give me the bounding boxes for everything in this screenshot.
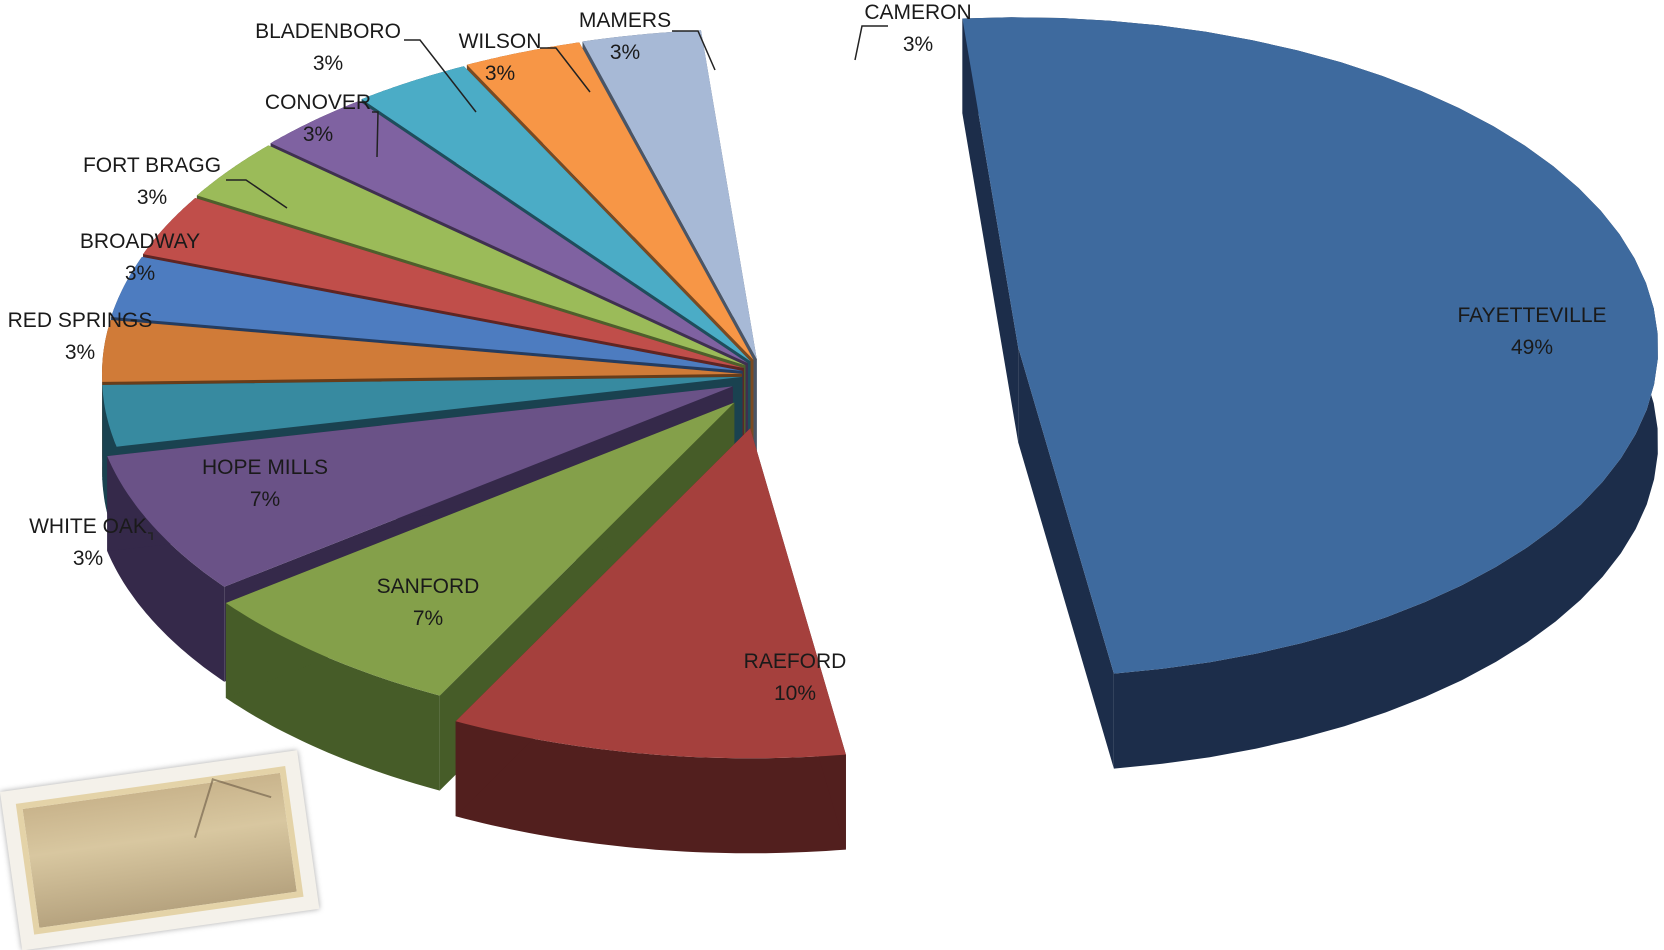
slice-percent: 7% xyxy=(413,607,443,630)
slice-percent: 3% xyxy=(125,262,155,285)
slice-percent: 49% xyxy=(1511,336,1553,359)
slice-percent: 3% xyxy=(485,62,515,85)
slice-percent: 3% xyxy=(73,547,103,570)
slice-percent: 3% xyxy=(610,41,640,64)
slice-percent: 3% xyxy=(313,52,343,75)
slice-label: FAYETTEVILLE xyxy=(1458,304,1607,327)
slice-label: CONOVER xyxy=(265,91,371,114)
slice-label: RED SPRINGS xyxy=(8,309,153,332)
slice-percent: 3% xyxy=(137,186,167,209)
slice-label: RAEFORD xyxy=(744,650,847,673)
slice-label: WHITE OAK xyxy=(29,515,147,538)
slice-percent: 3% xyxy=(303,123,333,146)
leader-line xyxy=(855,26,888,60)
slice-label: HOPE MILLS xyxy=(202,456,328,479)
slice-percent: 10% xyxy=(774,682,816,705)
slice-label: FORT BRAGG xyxy=(83,154,221,177)
pie-slice-fayetteville xyxy=(962,17,1657,768)
slice-label: BROADWAY xyxy=(80,230,200,253)
slice-label: WILSON xyxy=(459,30,542,53)
slice-percent: 3% xyxy=(65,341,95,364)
slice-percent: 3% xyxy=(903,33,933,56)
slice-label: MAMERS xyxy=(579,9,671,32)
tree-branch-icon xyxy=(194,778,271,855)
photo-image xyxy=(16,766,304,935)
slice-label: SANFORD xyxy=(377,575,480,598)
slice-percent: 7% xyxy=(250,488,280,511)
slice-label: BLADENBORO xyxy=(255,20,401,43)
slice-label: CAMERON xyxy=(864,1,971,24)
